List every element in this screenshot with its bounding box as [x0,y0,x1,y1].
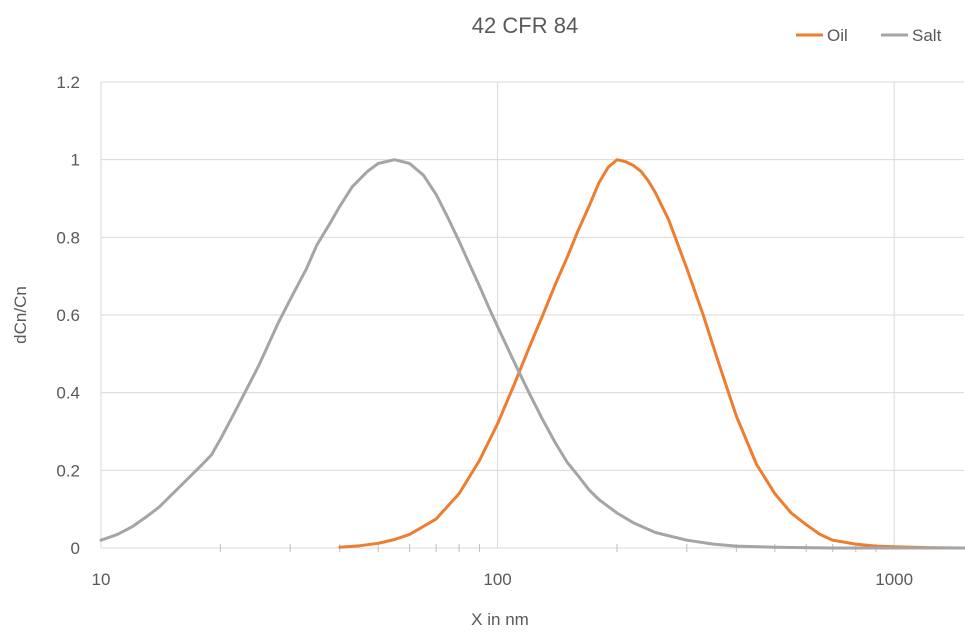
legend-label-salt: Salt [912,26,942,45]
series-line-salt [99,158,965,550]
series-lines [99,158,965,550]
y-tick-label: 0.8 [56,228,80,247]
y-tick-label: 1 [71,151,80,170]
y-tick-label: 0 [71,539,80,558]
y-tick-label: 0.2 [56,461,80,480]
y-axis-title: dCn/Cn [11,286,30,344]
chart-legend: Oil Salt [796,26,942,45]
x-tick-label: 1000 [875,570,913,589]
y-tick-label: 0.6 [56,306,80,325]
x-tick-label: 10 [92,570,111,589]
chart-title: 42 CFR 84 [472,13,578,38]
x-tick-label: 100 [483,570,511,589]
series-line-oil [338,158,965,550]
tick-labels: 0 0.2 0.4 0.6 0.8 1 1.2 10 100 1000 [56,73,913,589]
legend-label-oil: Oil [827,26,848,45]
y-tick-label: 1.2 [56,73,80,92]
y-tick-label: 0.4 [56,384,80,403]
gridlines [100,81,964,552]
x-axis-title: X in nm [471,610,529,629]
